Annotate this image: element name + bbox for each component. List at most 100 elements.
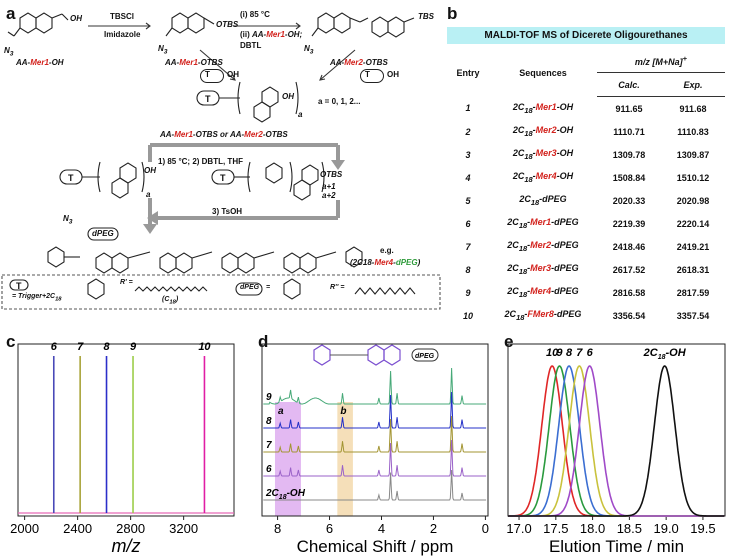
maldi-x-tick-label: 2400 xyxy=(63,521,92,536)
sequence-cell: 2C18-Mer2-OH xyxy=(512,125,574,138)
exp-cell: 1510.12 xyxy=(676,172,710,183)
calc-cell: 2418.46 xyxy=(612,241,646,252)
col-sequences-header: Sequences xyxy=(519,67,567,78)
sec-x-tick-label: 17.5 xyxy=(543,521,568,536)
ms-table-row: 3 2C18-Mer3-OH 1309.78 1309.87 xyxy=(447,143,725,166)
nmr-trace-4 xyxy=(263,439,487,477)
nmr-structure-ring-2 xyxy=(367,344,385,366)
final-product-chain xyxy=(47,246,363,274)
exp-cell: 3357.54 xyxy=(676,310,710,321)
legend-trigger: = Trigger+2C18 xyxy=(12,293,62,303)
compound-mer1-oh: AA-Mer1-OH xyxy=(16,58,64,67)
exp-cell: 2020.98 xyxy=(676,195,710,206)
entry-cell: 2 xyxy=(465,126,471,137)
n3-label-2: N3 xyxy=(158,44,168,56)
entry-cell: 9 xyxy=(465,287,471,298)
sequence-cell: 2C18-FMer8-dPEG xyxy=(504,309,582,322)
sec-peak-label: 6 xyxy=(587,347,594,359)
panel-e-label: e xyxy=(504,332,514,351)
maldi-peak-label: 7 xyxy=(77,341,84,353)
ms-table-title: MALDI-TOF MS of Dicerete Oligourethanes xyxy=(447,27,725,44)
entry-cell: 1 xyxy=(465,103,471,114)
nmr-trace-label: 6 xyxy=(266,464,272,475)
col-mz-header: m/z [M+Na]+ xyxy=(597,49,725,73)
cycle-species-right xyxy=(211,161,325,201)
sec-x-tick-label: 19.5 xyxy=(690,521,715,536)
nmr-trace-3 xyxy=(263,415,487,453)
subscript-a-product: a xyxy=(298,110,303,119)
sec-peak-label: 8 xyxy=(566,347,573,359)
sec-peak-label: 10 xyxy=(546,347,559,359)
step2-line2: (ii) AA-Mer1-OH; xyxy=(240,30,303,39)
legend-eq: = xyxy=(266,284,271,291)
entry-cell: 4 xyxy=(465,172,471,183)
otbs-label-cycle: OTBS xyxy=(320,170,343,179)
calc-cell: 911.65 xyxy=(615,103,643,114)
repeat-note: a = 0, 1, 2... xyxy=(318,97,361,106)
panel-c-label: c xyxy=(6,332,16,351)
nmr-highlight-label: a xyxy=(278,406,284,417)
sec-x-tick-label: 19.0 xyxy=(653,521,678,536)
oh-label-1: OH xyxy=(70,14,82,23)
panel-a-label: a xyxy=(6,4,16,23)
oh-label-cycle: OH xyxy=(144,166,156,175)
ms-table-row: 4 2C18-Mer4-OH 1508.84 1510.12 xyxy=(447,166,725,189)
maldi-peak-label: 6 xyxy=(51,341,58,353)
panel-b-label: b xyxy=(447,4,458,23)
synthesis-scheme: T T T T xyxy=(1,12,441,310)
nmr-trace-label: 7 xyxy=(266,440,272,451)
ms-table-row: 1 2C18-Mer1-OH 911.65 911.68 xyxy=(447,97,725,121)
legend-dpeg: dPEG xyxy=(240,284,260,291)
compound-mer1-otbs: AA-Mer1-OTBS xyxy=(165,58,223,67)
nmr-x-tick-label: 4 xyxy=(378,521,385,536)
maldi-peak-label: 8 xyxy=(103,341,110,353)
ms-table: Entry Sequences m/z [M+Na]+ Calc. Exp. 1… xyxy=(447,49,725,327)
sequence-cell: 2C18-dPEG xyxy=(519,194,567,207)
n3-label-dpeg: N3 xyxy=(63,214,73,226)
entry-cell: 7 xyxy=(465,241,471,252)
t-label-center: T xyxy=(205,94,211,104)
sec-x-tick-label: 18.5 xyxy=(617,521,642,536)
oligomer-product xyxy=(196,81,299,123)
ms-table-row: 8 2C18-Mer3-dPEG 2617.52 2618.31 xyxy=(447,258,725,281)
nmr-structure-dpeg-label: dPEG xyxy=(415,353,435,360)
maldi-peak-label: 9 xyxy=(130,341,137,353)
entry-cell: 10 xyxy=(462,310,473,321)
calc-cell: 1110.71 xyxy=(613,126,645,137)
oh-label-product: OH xyxy=(282,92,294,101)
nmr-trace-2 xyxy=(263,391,487,429)
example-2c18-mer4-dpeg: (2C18-Mer4-dPEG) xyxy=(350,258,421,267)
ms-table-row: 2 2C18-Mer2-OH 1110.71 1110.83 xyxy=(447,120,725,143)
ms-table-row: 9 2C18-Mer4-dPEG 2816.58 2817.59 xyxy=(447,281,725,304)
exp-cell: 2817.59 xyxy=(676,287,710,298)
panel-d-label: d xyxy=(258,332,269,351)
nmr-highlight-a xyxy=(274,402,301,516)
sec-x-tick-label: 18.0 xyxy=(580,521,605,536)
naphthalene-ring-1 xyxy=(7,12,69,37)
cycle-step1: 1) 85 °C; 2) DBTL, THF xyxy=(158,157,243,166)
ms-table-row: 7 2C18-Mer2-dPEG 2418.46 2419.21 xyxy=(447,235,725,258)
legend-box xyxy=(1,274,441,310)
sequence-cell: 2C18-Mer3-dPEG xyxy=(507,263,579,276)
step2-line1: (i) 85 °C xyxy=(240,10,270,19)
nmr-trace-label: 9 xyxy=(266,392,272,403)
maldi-x-tick-label: 3200 xyxy=(169,521,198,536)
nmr-trace-5 xyxy=(263,469,487,501)
t-oh-reagent-left: T OH xyxy=(200,69,239,83)
entry-cell: 6 xyxy=(465,218,471,229)
exp-cell: 1110.83 xyxy=(677,126,709,137)
calc-cell: 2020.33 xyxy=(612,195,646,206)
calc-cell: 1309.78 xyxy=(612,149,646,160)
dpeg-capsule-label: dPEG xyxy=(92,229,114,238)
otbs-label-2: OTBS xyxy=(216,20,239,29)
maldi-x-axis-title: m/z xyxy=(112,536,141,556)
calc-cell: 2816.58 xyxy=(612,287,646,298)
sec-x-tick-label: 17.0 xyxy=(506,521,531,536)
maldi-x-tick-label: 2000 xyxy=(10,521,39,536)
sec-peak-label-2c18-oh: 2C18-OH xyxy=(643,347,687,361)
step2-line3: DBTL xyxy=(240,41,262,50)
sec-peak-label: 7 xyxy=(576,347,583,359)
entry-cell: 5 xyxy=(465,195,471,206)
nmr-trace-label: 2C18-OH xyxy=(265,488,306,501)
ms-table-row: 5 2C18-dPEG 2020.33 2020.98 xyxy=(447,189,725,212)
